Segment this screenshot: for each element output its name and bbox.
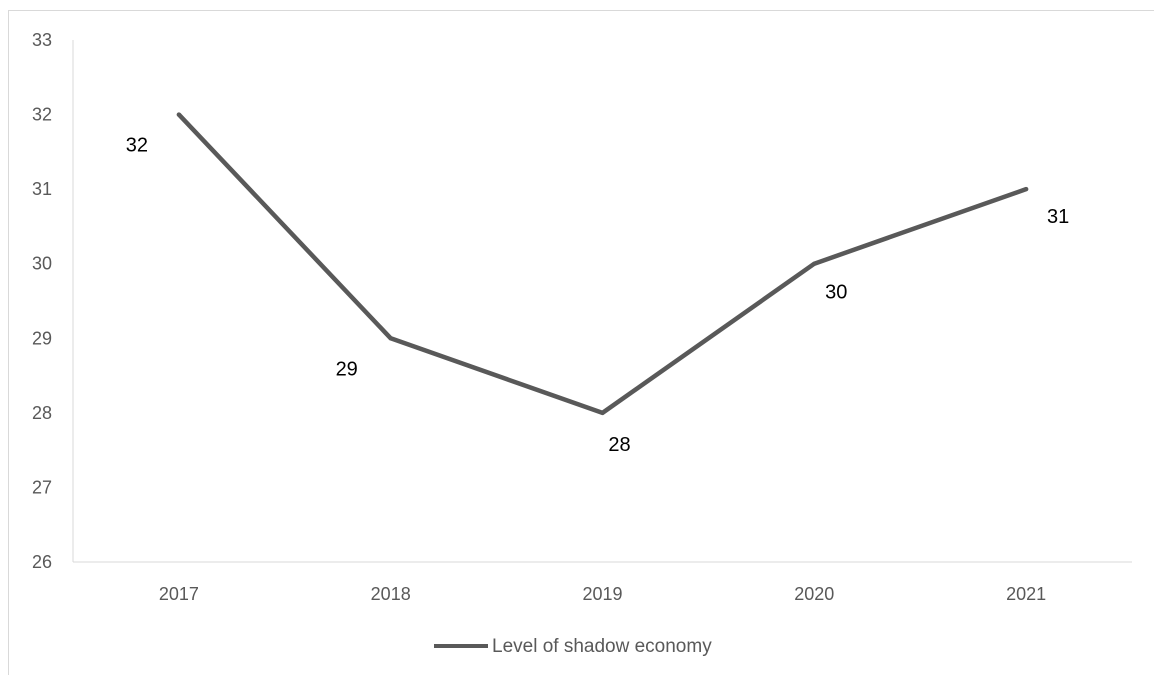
- x-tick-label: 2018: [371, 584, 411, 604]
- data-label: 31: [1047, 206, 1069, 228]
- data-label: 29: [336, 358, 358, 380]
- y-tick-label: 28: [32, 403, 52, 423]
- y-tick-label: 29: [32, 328, 52, 348]
- data-point: [1024, 187, 1029, 192]
- y-tick-label: 31: [32, 179, 52, 199]
- x-axis-ticks: 2017 2018 2019 2020 2021: [159, 584, 1046, 604]
- y-tick-label: 30: [32, 254, 52, 274]
- data-label: 28: [608, 434, 630, 456]
- data-point: [388, 336, 393, 341]
- x-tick-label: 2021: [1006, 584, 1046, 604]
- x-tick-label: 2020: [794, 584, 834, 604]
- y-axis-ticks: 26 27 28 29 30 31 32 33: [32, 30, 52, 572]
- data-label: 32: [126, 135, 148, 157]
- chart-frame: [8, 10, 1154, 675]
- y-tick-label: 27: [32, 477, 52, 497]
- legend: Level of shadow economy: [434, 636, 712, 657]
- y-tick-label: 33: [32, 30, 52, 50]
- y-tick-label: 26: [32, 552, 52, 572]
- series-line: [176, 112, 1029, 416]
- data-point: [600, 410, 605, 415]
- data-labels: 32 29 28 30 31: [126, 135, 1069, 456]
- data-label: 30: [825, 282, 847, 304]
- series-group: [176, 112, 1029, 416]
- axes: [72, 40, 1132, 563]
- y-tick-label: 32: [32, 105, 52, 125]
- x-tick-label: 2019: [582, 584, 622, 604]
- legend-label: Level of shadow economy: [492, 636, 712, 657]
- data-point: [812, 261, 817, 266]
- x-tick-label: 2017: [159, 584, 199, 604]
- data-point: [176, 112, 181, 117]
